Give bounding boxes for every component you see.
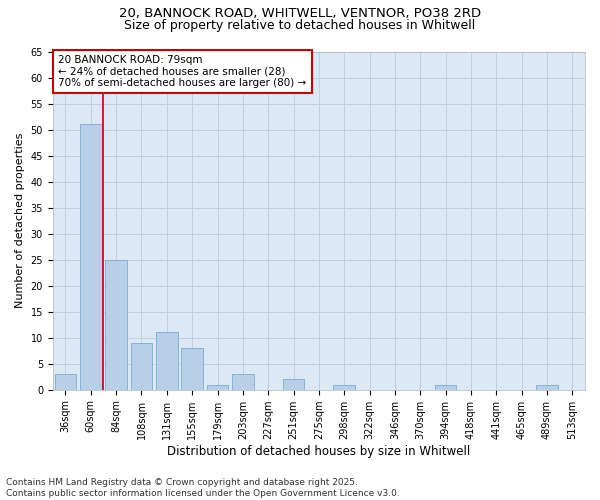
Bar <box>181 348 203 390</box>
X-axis label: Distribution of detached houses by size in Whitwell: Distribution of detached houses by size … <box>167 444 470 458</box>
Text: Size of property relative to detached houses in Whitwell: Size of property relative to detached ho… <box>124 18 476 32</box>
Bar <box>334 384 355 390</box>
Bar <box>106 260 127 390</box>
Bar <box>55 374 76 390</box>
Bar <box>80 124 101 390</box>
Text: 20 BANNOCK ROAD: 79sqm
← 24% of detached houses are smaller (28)
70% of semi-det: 20 BANNOCK ROAD: 79sqm ← 24% of detached… <box>58 55 307 88</box>
Y-axis label: Number of detached properties: Number of detached properties <box>15 133 25 308</box>
Bar <box>131 343 152 390</box>
Bar <box>232 374 254 390</box>
Bar <box>536 384 558 390</box>
Text: Contains HM Land Registry data © Crown copyright and database right 2025.
Contai: Contains HM Land Registry data © Crown c… <box>6 478 400 498</box>
Bar <box>283 380 304 390</box>
Bar <box>156 332 178 390</box>
Text: 20, BANNOCK ROAD, WHITWELL, VENTNOR, PO38 2RD: 20, BANNOCK ROAD, WHITWELL, VENTNOR, PO3… <box>119 8 481 20</box>
Bar <box>435 384 457 390</box>
Bar <box>207 384 228 390</box>
